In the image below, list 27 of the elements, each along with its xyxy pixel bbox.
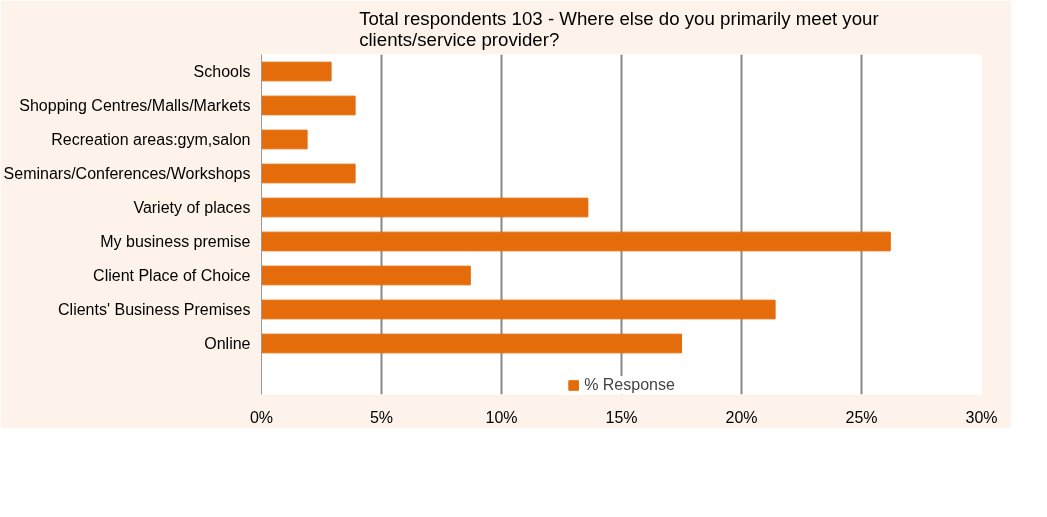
bar: [261, 129, 308, 150]
x-tick-label: 25%: [845, 408, 878, 426]
y-tick-label: Clients' Business Premises: [58, 301, 251, 318]
bar: [261, 265, 471, 286]
bar: [261, 61, 332, 82]
y-tick-label: My business premise: [100, 233, 251, 250]
bar: [261, 299, 776, 320]
x-tick-label: 30%: [965, 408, 998, 426]
bar: [261, 231, 891, 252]
x-tick-label: 0%: [249, 408, 274, 426]
chart-title: Total respondents 103 - Where else do you primarily meet your clients/service provider?: [359, 7, 879, 50]
bar: [261, 197, 589, 218]
x-tick-label: 5%: [369, 408, 394, 426]
legend-label: % Response: [584, 376, 675, 394]
y-tick-label: Client Place of Choice: [93, 267, 251, 284]
y-tick-label: Variety of places: [133, 199, 251, 216]
y-tick-label: Schools: [193, 63, 251, 80]
x-tick-label: 15%: [605, 408, 638, 426]
y-tick-label: Seminars/Conferences/Workshops: [3, 165, 251, 182]
bar: [261, 95, 356, 116]
bar: [261, 333, 682, 354]
y-tick-label: Recreation areas:gym,salon: [51, 131, 251, 148]
bar: [261, 163, 356, 184]
y-tick-label: Online: [204, 335, 251, 352]
x-tick-label: 20%: [725, 408, 758, 426]
x-tick-label: 10%: [485, 408, 518, 426]
y-tick-label: Shopping Centres/Malls/Markets: [19, 97, 251, 114]
